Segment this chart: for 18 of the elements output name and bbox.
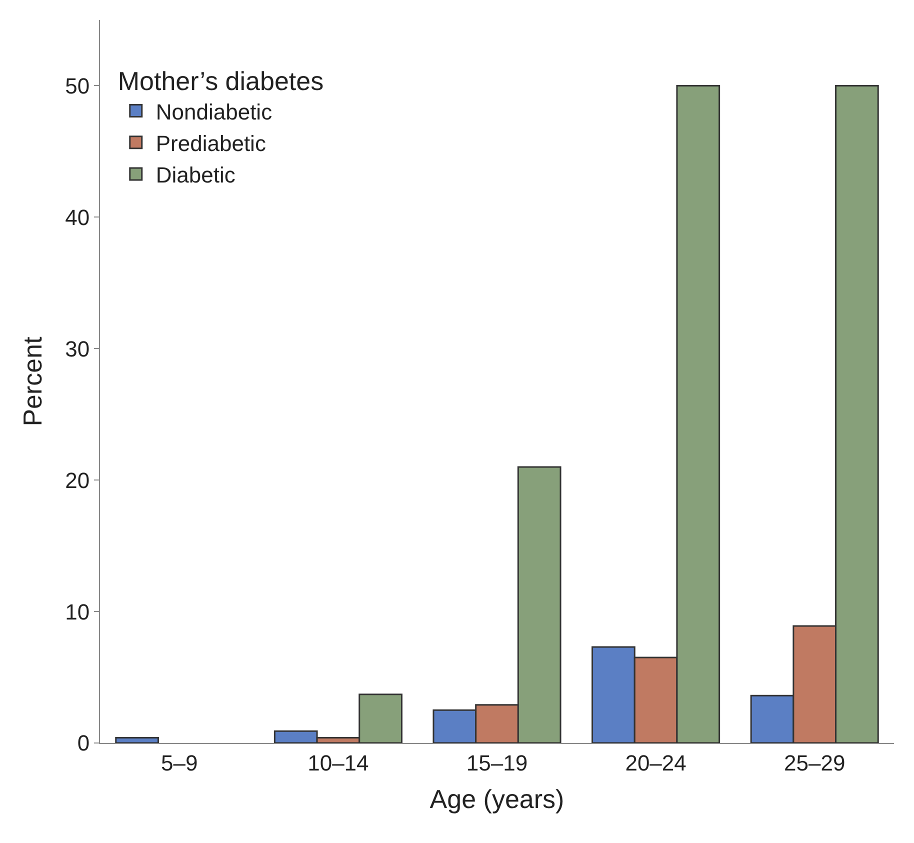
x-tick-label: 5–9 xyxy=(161,750,198,776)
legend-label: Diabetic xyxy=(156,162,236,188)
y-tick-label: 40 xyxy=(65,204,90,230)
bar xyxy=(115,736,159,743)
legend-title: Mother’s diabetes xyxy=(118,66,324,96)
x-tick-label: 20–24 xyxy=(625,750,686,776)
y-tick-label: 0 xyxy=(77,730,90,756)
y-tick-label: 20 xyxy=(65,468,90,493)
legend-label: Prediabetic xyxy=(156,130,266,156)
x-axis-title: Age (years) xyxy=(430,784,564,814)
x-tick-label: 15–19 xyxy=(466,750,528,776)
x-tick-label: 10–14 xyxy=(308,750,369,776)
y-axis-title: Percent xyxy=(18,336,48,426)
y-tick-label: 10 xyxy=(65,599,90,624)
y-tick-label: 30 xyxy=(65,336,90,362)
y-tick-label: 50 xyxy=(65,73,90,98)
x-tick-label: 25–29 xyxy=(784,750,846,776)
legend-label: Nondiabetic xyxy=(156,99,272,124)
